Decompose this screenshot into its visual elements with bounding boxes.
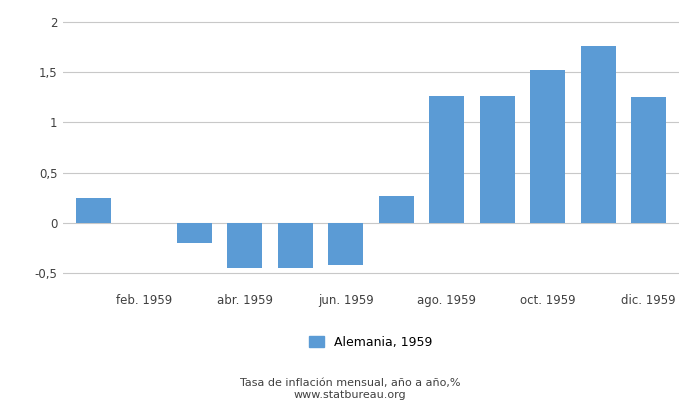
Bar: [278, 223, 313, 268]
Bar: [530, 70, 566, 223]
Bar: [76, 198, 111, 223]
Bar: [328, 223, 363, 265]
Bar: [480, 96, 515, 223]
Bar: [176, 223, 212, 243]
Legend: Alemania, 1959: Alemania, 1959: [309, 336, 433, 349]
Text: www.statbureau.org: www.statbureau.org: [294, 390, 406, 400]
Bar: [631, 97, 666, 223]
Bar: [379, 196, 414, 223]
Bar: [429, 96, 464, 223]
Text: Tasa de inflación mensual, año a año,%: Tasa de inflación mensual, año a año,%: [239, 378, 461, 388]
Bar: [580, 46, 616, 223]
Bar: [227, 223, 262, 268]
